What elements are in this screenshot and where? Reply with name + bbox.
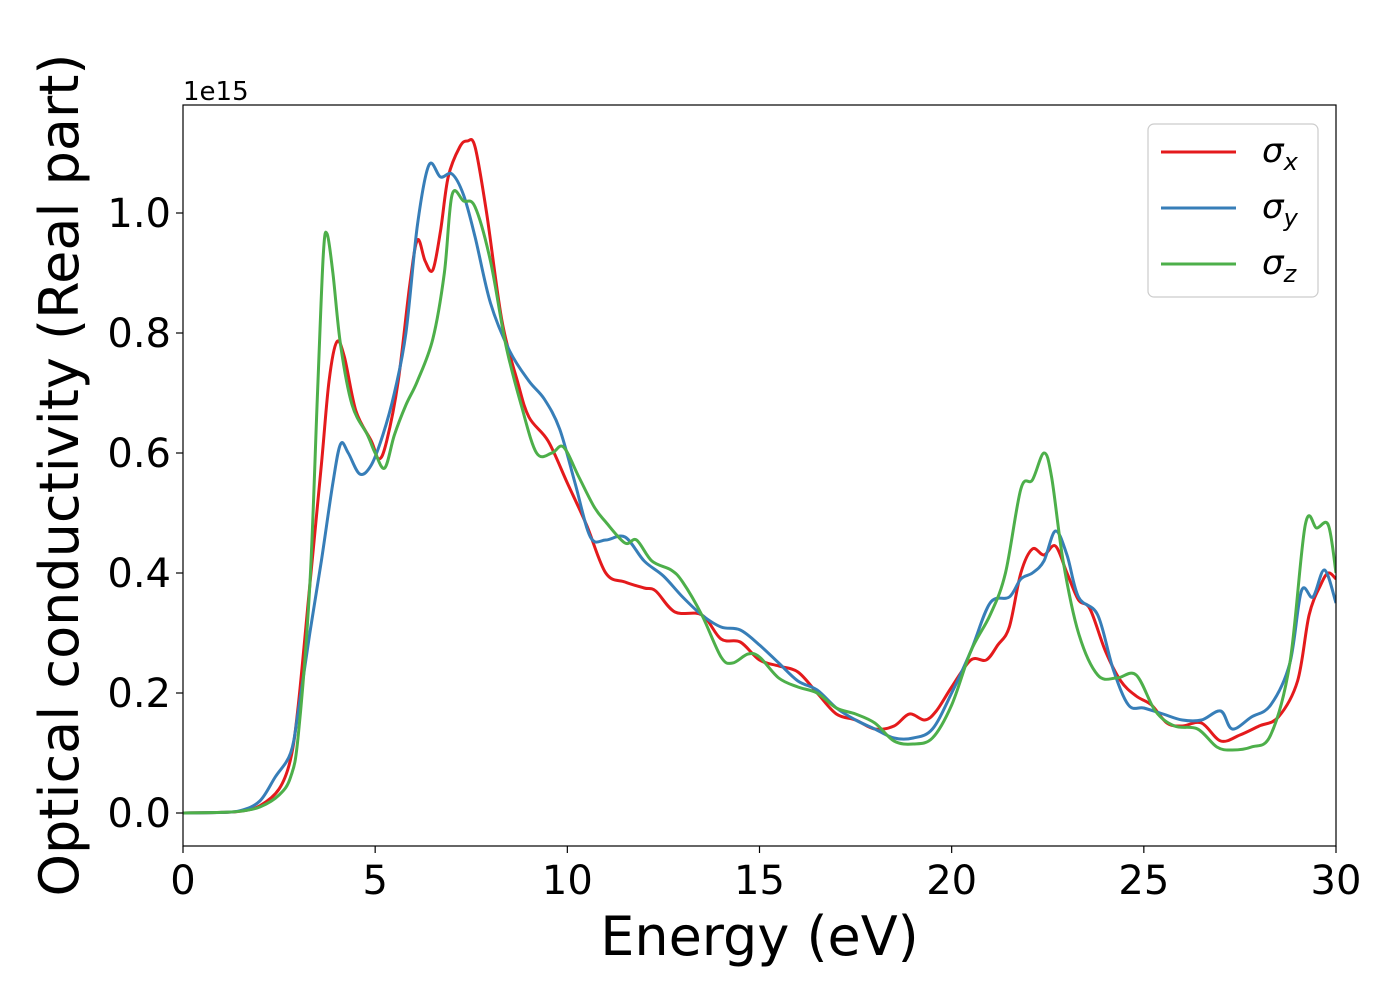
legend-label-z: σz xyxy=(1262,243,1298,288)
series-line-y xyxy=(183,161,1336,815)
y-offset-label: 1e15 xyxy=(183,77,249,107)
y-tick-label: 0.4 xyxy=(107,551,171,597)
x-tick-label: 15 xyxy=(734,858,785,904)
series-line-z xyxy=(183,189,1336,815)
x-axis-title: Energy (eV) xyxy=(600,905,919,968)
y-axis-title: Optical conductivity (Real part) xyxy=(28,54,91,897)
y-tick-label: 0.8 xyxy=(107,311,171,357)
y-tick-label: 1.0 xyxy=(107,191,171,237)
x-tick-label: 20 xyxy=(926,858,977,904)
x-tick-label: 0 xyxy=(170,858,195,904)
x-tick-label: 5 xyxy=(362,858,387,904)
x-axis: 0 5 10 15 20 25 30 xyxy=(170,846,1361,904)
series-layer xyxy=(183,138,1336,815)
legend: σx σy σz xyxy=(1147,123,1319,298)
x-tick-label: 25 xyxy=(1118,858,1169,904)
y-tick-label: 0.0 xyxy=(107,791,171,837)
y-tick-label: 0.6 xyxy=(107,431,171,477)
y-axis: 0.0 0.2 0.4 0.6 0.8 1.0 xyxy=(107,191,183,837)
legend-label-y: σy xyxy=(1262,187,1299,232)
legend-label-x: σx xyxy=(1262,131,1299,176)
y-tick-label: 0.2 xyxy=(107,671,171,717)
legend-box xyxy=(1147,123,1319,298)
x-tick-label: 30 xyxy=(1311,858,1362,904)
x-tick-label: 10 xyxy=(542,858,593,904)
